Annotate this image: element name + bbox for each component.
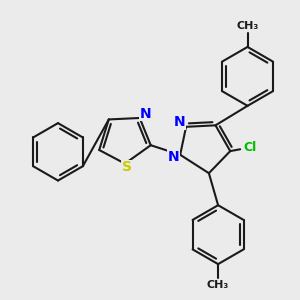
Text: CH₃: CH₃ — [236, 21, 259, 31]
Text: Cl: Cl — [244, 141, 257, 154]
Text: N: N — [168, 150, 179, 164]
Text: N: N — [174, 116, 185, 129]
Text: CH₃: CH₃ — [207, 280, 229, 290]
Text: N: N — [140, 106, 151, 121]
Text: S: S — [122, 160, 132, 174]
